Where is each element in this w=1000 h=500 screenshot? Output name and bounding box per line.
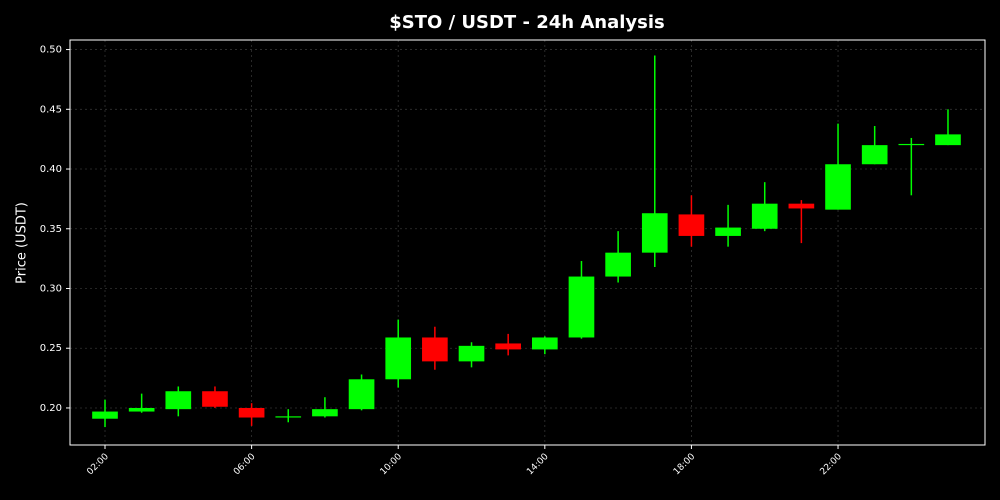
- candle-body: [605, 252, 631, 277]
- candle-body: [751, 203, 778, 229]
- y-tick-label: 0.35: [40, 224, 62, 235]
- candle-body: [568, 276, 595, 338]
- candle-body: [238, 407, 265, 418]
- y-tick-label: 0.20: [40, 403, 62, 414]
- y-tick-label: 0.45: [40, 104, 62, 115]
- candle-body: [312, 409, 338, 417]
- candle-body: [458, 345, 485, 362]
- candle-body: [275, 416, 302, 418]
- candle-body: [861, 145, 888, 165]
- candle-body: [531, 337, 558, 350]
- candle-body: [935, 134, 961, 146]
- chart-title: $STO / USDT - 24h Analysis: [389, 12, 665, 33]
- candle-body: [385, 337, 412, 380]
- plot-frame: [69, 39, 986, 446]
- y-tick-label: 0.50: [40, 45, 62, 56]
- candle-body: [348, 379, 375, 410]
- candle-body: [495, 343, 521, 350]
- y-tick-label: 0.25: [40, 343, 62, 354]
- candle-body: [715, 227, 741, 236]
- candle-body: [422, 337, 448, 362]
- candle-body: [898, 143, 925, 146]
- candle-body: [825, 164, 851, 210]
- y-tick-label: 0.40: [40, 164, 62, 175]
- candle-body: [202, 391, 228, 407]
- candle-body: [128, 407, 155, 412]
- candle-body: [641, 213, 668, 253]
- candle-body: [678, 214, 705, 236]
- candle-body: [788, 203, 815, 209]
- candles: [92, 55, 961, 428]
- y-tick-label: 0.30: [40, 283, 62, 294]
- candle-body: [92, 411, 118, 419]
- candle-body: [165, 391, 192, 410]
- y-axis-label: Price (USDT): [15, 202, 30, 284]
